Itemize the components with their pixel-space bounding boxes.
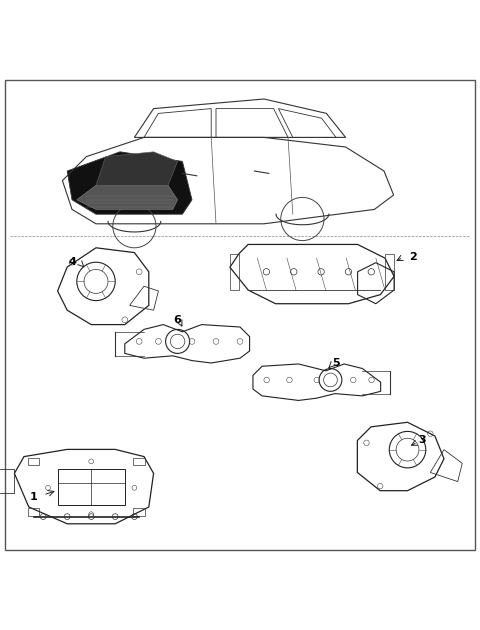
Text: 6: 6 [174,315,181,325]
Polygon shape [77,185,178,209]
Text: 5: 5 [332,358,340,368]
Bar [28,508,39,515]
Bar [28,457,39,465]
Text: 1: 1 [30,493,37,502]
Bar [133,508,145,515]
Polygon shape [96,152,178,185]
Text: 4: 4 [68,257,76,267]
Polygon shape [67,152,192,214]
Text: 3: 3 [419,435,426,445]
Bar [133,457,145,465]
Text: 2: 2 [409,253,417,263]
